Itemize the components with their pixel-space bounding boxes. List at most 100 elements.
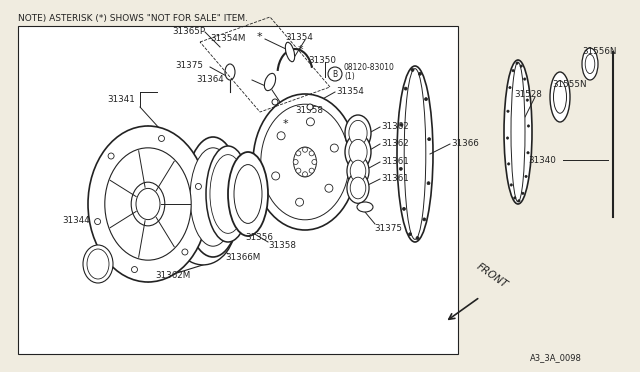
Circle shape [411, 68, 414, 71]
Ellipse shape [550, 72, 570, 122]
Circle shape [303, 172, 307, 177]
Text: 31341: 31341 [107, 94, 135, 103]
Circle shape [182, 249, 188, 255]
Text: 31358: 31358 [295, 106, 323, 115]
Circle shape [527, 151, 529, 154]
Text: B: B [332, 70, 337, 78]
Circle shape [509, 86, 511, 89]
Circle shape [507, 110, 509, 112]
Circle shape [309, 168, 314, 173]
Text: NOTE) ASTERISK (*) SHOWS "NOT FOR SALE" ITEM.: NOTE) ASTERISK (*) SHOWS "NOT FOR SALE" … [18, 13, 248, 22]
Ellipse shape [350, 160, 366, 182]
Ellipse shape [190, 148, 236, 246]
Circle shape [522, 192, 524, 195]
Ellipse shape [554, 81, 566, 113]
Ellipse shape [261, 104, 349, 220]
Ellipse shape [585, 54, 595, 74]
Circle shape [516, 62, 518, 64]
Text: 08120-83010: 08120-83010 [344, 62, 395, 71]
Ellipse shape [234, 164, 262, 224]
Circle shape [428, 138, 431, 141]
Ellipse shape [582, 48, 598, 80]
Text: 31340: 31340 [528, 155, 556, 164]
Circle shape [408, 233, 412, 236]
Circle shape [296, 168, 301, 173]
Circle shape [506, 137, 509, 139]
Ellipse shape [404, 69, 426, 239]
Text: 31555N: 31555N [552, 80, 586, 89]
Circle shape [330, 144, 339, 152]
Text: 31354: 31354 [336, 87, 364, 96]
Circle shape [95, 219, 100, 225]
Text: 31528: 31528 [514, 90, 542, 99]
Text: 31358: 31358 [268, 241, 296, 250]
Ellipse shape [285, 42, 294, 62]
Ellipse shape [345, 115, 371, 151]
Text: *: * [298, 45, 303, 55]
Ellipse shape [87, 249, 109, 279]
Circle shape [159, 135, 164, 141]
Circle shape [427, 182, 430, 185]
Ellipse shape [349, 140, 367, 164]
Text: (1): (1) [344, 71, 355, 80]
Ellipse shape [170, 179, 236, 265]
Circle shape [527, 125, 530, 127]
Ellipse shape [206, 146, 250, 242]
Ellipse shape [83, 245, 113, 283]
Ellipse shape [357, 202, 373, 212]
Ellipse shape [210, 155, 246, 233]
Circle shape [303, 147, 307, 152]
Text: 31362: 31362 [381, 138, 409, 148]
Ellipse shape [225, 64, 235, 80]
Circle shape [526, 99, 529, 101]
Circle shape [296, 151, 301, 156]
Circle shape [307, 104, 313, 110]
Text: *: * [257, 32, 262, 42]
Text: FRONT: FRONT [475, 262, 510, 290]
Ellipse shape [511, 62, 525, 202]
Ellipse shape [350, 177, 366, 199]
Ellipse shape [185, 137, 241, 257]
Text: A3_3A_0098: A3_3A_0098 [530, 353, 582, 362]
Circle shape [423, 218, 426, 221]
Text: 31362: 31362 [381, 122, 409, 131]
Circle shape [524, 78, 526, 80]
Circle shape [309, 151, 314, 156]
Ellipse shape [397, 66, 433, 242]
Circle shape [277, 132, 285, 140]
Ellipse shape [294, 147, 316, 177]
Circle shape [419, 72, 421, 75]
Circle shape [195, 183, 202, 189]
Ellipse shape [105, 148, 191, 260]
Text: 31350: 31350 [308, 55, 336, 64]
Ellipse shape [88, 126, 208, 282]
Ellipse shape [349, 121, 367, 145]
Ellipse shape [136, 188, 160, 219]
Text: 31366: 31366 [451, 138, 479, 148]
Circle shape [400, 123, 403, 126]
Ellipse shape [228, 152, 268, 236]
Circle shape [525, 175, 527, 177]
Circle shape [296, 198, 303, 206]
Circle shape [404, 87, 407, 90]
Circle shape [510, 184, 513, 186]
Circle shape [512, 70, 515, 72]
Text: 31344: 31344 [62, 215, 90, 224]
Circle shape [293, 160, 298, 164]
Ellipse shape [131, 182, 165, 226]
Circle shape [424, 97, 428, 101]
Bar [18, 26, 458, 354]
Circle shape [307, 118, 314, 126]
Circle shape [514, 197, 516, 199]
Text: 31365P: 31365P [172, 26, 205, 35]
Text: 31356: 31356 [245, 232, 273, 241]
Text: 31556N: 31556N [582, 46, 616, 55]
Circle shape [416, 237, 419, 240]
Text: 31375: 31375 [374, 224, 402, 232]
Ellipse shape [347, 156, 369, 186]
Circle shape [272, 172, 280, 180]
Circle shape [328, 67, 342, 81]
Circle shape [108, 153, 114, 159]
Ellipse shape [253, 94, 357, 230]
Circle shape [403, 207, 406, 211]
